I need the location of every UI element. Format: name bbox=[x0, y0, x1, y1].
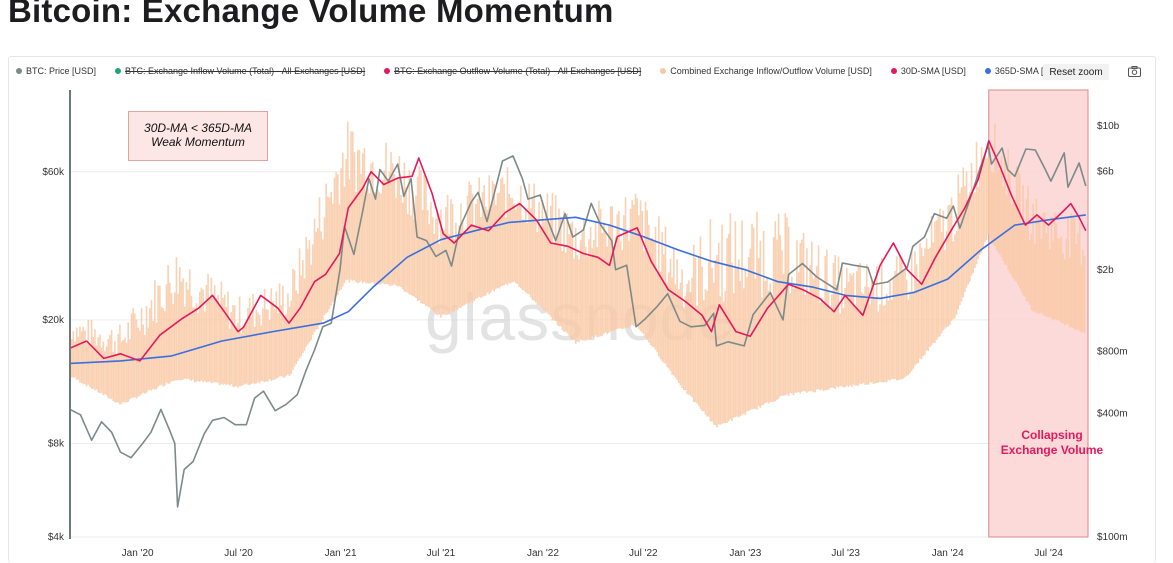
x-tick-1: Jul '20 bbox=[224, 548, 253, 559]
legend-label-combined: Combined Exchange Inflow/Outflow Volume … bbox=[670, 66, 872, 76]
legend-item-price[interactable]: BTC: Price [USD] bbox=[16, 66, 96, 76]
lines-layer bbox=[69, 139, 1087, 508]
camera-icon[interactable] bbox=[1128, 66, 1141, 77]
chart-legend: BTC: Price [USD] BTC: Exchange Inflow Vo… bbox=[16, 63, 1084, 79]
legend-label-outflow: BTC: Exchange Outflow Volume (Total) - A… bbox=[394, 66, 642, 76]
legend-label-sma30: 30D-SMA [USD] bbox=[900, 66, 966, 76]
legend-label-inflow: BTC: Exchange Inflow Volume (Total) - Al… bbox=[125, 66, 366, 76]
collapse-note: Collapsing Exchange Volume bbox=[990, 428, 1114, 458]
x-tick-5: Jul '22 bbox=[629, 548, 658, 559]
x-tick-7: Jul '23 bbox=[831, 548, 860, 559]
volume-layer bbox=[69, 121, 1086, 428]
y-left-tick-2: $20k bbox=[42, 315, 65, 326]
y-right-tick-0: $100m bbox=[1097, 532, 1128, 543]
sma30-line bbox=[69, 139, 1087, 362]
legend-item-inflow[interactable]: BTC: Exchange Inflow Volume (Total) - Al… bbox=[115, 66, 365, 76]
x-tick-3: Jul '21 bbox=[427, 548, 456, 559]
sma365-line bbox=[69, 214, 1086, 365]
y-right-tick-5: $10b bbox=[1097, 121, 1120, 132]
y-right-tick-3: $2b bbox=[1097, 265, 1114, 276]
y-right-tick-2: $800m bbox=[1097, 346, 1128, 357]
legend-dot-combined bbox=[660, 68, 667, 74]
legend-item-outflow[interactable]: BTC: Exchange Outflow Volume (Total) - A… bbox=[384, 66, 641, 76]
legend-dot-price bbox=[16, 68, 22, 74]
x-tick-9: Jul '24 bbox=[1034, 548, 1063, 559]
x-tick-6: Jan '23 bbox=[729, 548, 761, 559]
legend-dot-sma365 bbox=[984, 68, 991, 74]
axes-layer: $4k $8k $20k $60k $100m $400m $800m $2b $6b $10b J… bbox=[42, 90, 1128, 559]
legend-label-price: BTC: Price [USD] bbox=[26, 66, 97, 76]
momentum-note-line1: 30D-MA < 365D-MA bbox=[144, 121, 252, 135]
momentum-note: 30D-MA < 365D-MA Weak Momentum bbox=[128, 111, 268, 161]
legend-item-combined[interactable]: Combined Exchange Inflow/Outflow Volume … bbox=[660, 66, 872, 76]
legend-label-sma365: 365D-SMA [USD] bbox=[994, 66, 1065, 76]
collapse-note-line2: Exchange Volume bbox=[1000, 443, 1104, 457]
y-left-tick-1: $8k bbox=[48, 439, 65, 450]
x-tick-0: Jan '20 bbox=[122, 548, 154, 559]
collapse-note-line1: Collapsing bbox=[1021, 428, 1083, 442]
price-line bbox=[69, 144, 1087, 508]
y-right-tick-1: $400m bbox=[1097, 408, 1128, 419]
y-right-tick-4: $6b bbox=[1097, 167, 1114, 178]
y-left-tick-0: $4k bbox=[48, 532, 65, 543]
legend-dot-inflow bbox=[115, 68, 122, 74]
momentum-note-line2: Weak Momentum bbox=[151, 135, 245, 149]
y-left-tick-3: $60k bbox=[42, 167, 65, 178]
x-tick-8: Jan '24 bbox=[932, 548, 964, 559]
x-tick-2: Jan '21 bbox=[325, 548, 357, 559]
reset-zoom-button[interactable]: Reset zoom bbox=[1043, 64, 1109, 80]
legend-item-sma30[interactable]: 30D-SMA [USD] bbox=[890, 66, 966, 76]
legend-dot-sma30 bbox=[890, 68, 897, 74]
legend-item-sma365[interactable]: 365D-SMA [USD] bbox=[984, 66, 1065, 76]
legend-dot-outflow bbox=[384, 68, 391, 74]
page-title: Bitcoin: Exchange Volume Momentum bbox=[8, 0, 614, 29]
x-tick-4: Jan '22 bbox=[527, 548, 559, 559]
